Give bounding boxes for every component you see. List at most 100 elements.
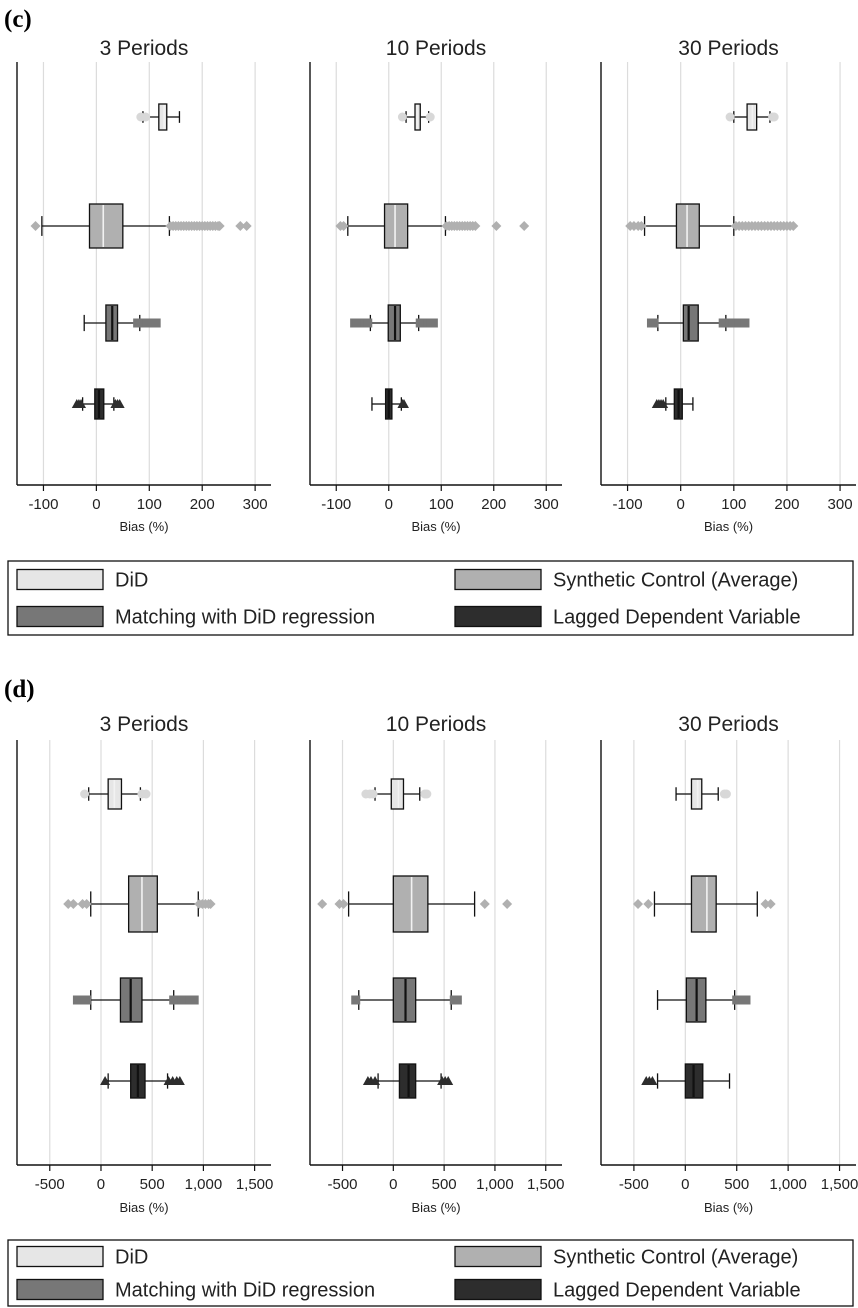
x-tick-label: 0 — [681, 1176, 689, 1193]
subplot-title: 10 Periods — [386, 713, 486, 736]
box-lagged-dependent-variable — [651, 388, 694, 420]
box-did — [725, 103, 779, 131]
outlier-point — [174, 1076, 185, 1085]
outlier-point — [760, 899, 771, 909]
legend: DiD Synthetic Control (Average) Matching w… — [7, 560, 854, 636]
box-synthetic-control-average — [625, 203, 799, 249]
outlier-point — [338, 899, 349, 909]
box-iqr — [682, 304, 699, 342]
x-tick-label: 200 — [190, 496, 215, 513]
box-did — [136, 103, 181, 131]
legend-item-matching-with-did-regression: Matching with DiD regression — [16, 605, 375, 629]
box-iqr — [127, 875, 158, 933]
outlier-point — [76, 399, 87, 408]
box-matching-with-did-regression — [350, 304, 438, 342]
outlier-point — [141, 112, 151, 122]
subplot-30-periods: 30 Periods -500 0 500 1,000 1,500 Bias (%) — [600, 713, 858, 1215]
outlier-point — [317, 899, 328, 909]
legend-label: DiD — [115, 1247, 148, 1269]
x-tick-label: 500 — [724, 1176, 749, 1193]
outlier-point — [363, 318, 373, 328]
outlier-point — [398, 399, 409, 408]
legend-item-lagged-dependent-variable: Lagged Dependent Variable — [454, 605, 801, 629]
outlier-point — [30, 221, 41, 231]
outlier-point — [470, 221, 481, 231]
x-tick-label: 300 — [828, 496, 853, 513]
subplot-3-periods: 3 Periods -100 0 100 200 300 Bias (%) — [16, 37, 271, 534]
x-axis-title: Bias (%) — [704, 1200, 753, 1215]
outlier-point — [368, 789, 378, 799]
outlier-point — [636, 221, 647, 231]
outlier-point — [443, 1076, 454, 1085]
box-iqr — [158, 103, 168, 131]
outlier-point — [81, 899, 92, 909]
box-lagged-dependent-variable — [371, 388, 409, 420]
x-tick-label: 0 — [389, 1176, 397, 1193]
outlier-point — [114, 399, 125, 408]
legend-swatch — [16, 1245, 104, 1268]
outlier-point — [725, 112, 735, 122]
outlier-point — [647, 1076, 658, 1085]
outlier-point — [422, 789, 432, 799]
x-tick-label: 300 — [534, 496, 559, 513]
outlier-point — [100, 1076, 111, 1085]
box-matching-with-did-regression — [656, 977, 751, 1023]
outlier-point — [643, 899, 654, 909]
box-iqr — [690, 875, 717, 933]
subplot-title: 3 Periods — [100, 713, 189, 736]
box-lagged-dependent-variable — [641, 1063, 731, 1099]
subplot-10-periods: 10 Periods -100 0 100 200 300 Bias (%) — [309, 37, 562, 534]
x-tick-label: 0 — [385, 496, 393, 513]
x-axis-title: Bias (%) — [704, 519, 753, 534]
outlier-point — [479, 899, 490, 909]
box-iqr — [383, 203, 409, 249]
legend-swatch — [16, 568, 104, 591]
outlier-point — [649, 318, 659, 328]
legend-label: Synthetic Control (Average) — [553, 1247, 798, 1269]
x-tick-label: -500 — [328, 1176, 358, 1193]
outlier-point — [235, 221, 246, 231]
x-tick-label: 100 — [721, 496, 746, 513]
outlier-point — [241, 221, 252, 231]
box-did — [361, 778, 432, 810]
legend-swatch — [454, 568, 542, 591]
x-axis-title: Bias (%) — [411, 519, 460, 534]
x-tick-label: -100 — [321, 496, 351, 513]
x-tick-label: 200 — [774, 496, 799, 513]
x-tick-label: 100 — [137, 496, 162, 513]
outlier-point — [63, 899, 74, 909]
outlier-point — [370, 1076, 381, 1085]
outlier-point — [214, 221, 225, 231]
outlier-point — [740, 318, 750, 328]
legend-swatch — [454, 1278, 542, 1301]
legend-item-synthetic-control-average: Synthetic Control (Average) — [454, 1245, 798, 1269]
outlier-point — [765, 899, 776, 909]
outlier-point — [452, 995, 462, 1005]
legend-item-did: DiD — [16, 568, 148, 592]
subplot-title: 10 Periods — [386, 37, 486, 60]
x-axis-title: Bias (%) — [411, 1200, 460, 1215]
box-synthetic-control-average — [30, 203, 252, 249]
panel-label: (d) — [4, 676, 35, 703]
box-did — [80, 778, 151, 810]
outlier-point — [633, 899, 644, 909]
subplot-title: 30 Periods — [678, 713, 778, 736]
x-tick-label: 500 — [432, 1176, 457, 1193]
legend: DiD Synthetic Control (Average) Matching w… — [7, 1239, 854, 1307]
x-tick-label: 500 — [140, 1176, 165, 1193]
outlier-point — [82, 995, 92, 1005]
x-tick-label: 0 — [97, 1176, 105, 1193]
x-axis-title: Bias (%) — [119, 1200, 168, 1215]
legend-item-did: DiD — [16, 1245, 148, 1269]
subplot-10-periods: 10 Periods -500 0 500 1,000 1,500 Bias (%) — [309, 713, 565, 1215]
outlier-point — [428, 318, 438, 328]
x-tick-label: 1,500 — [821, 1176, 858, 1193]
outlier-point — [151, 318, 161, 328]
box-iqr — [88, 203, 124, 249]
legend-swatch — [16, 605, 104, 628]
outlier-point — [491, 221, 502, 231]
outlier-point — [502, 899, 513, 909]
panel-label: (c) — [4, 6, 32, 33]
